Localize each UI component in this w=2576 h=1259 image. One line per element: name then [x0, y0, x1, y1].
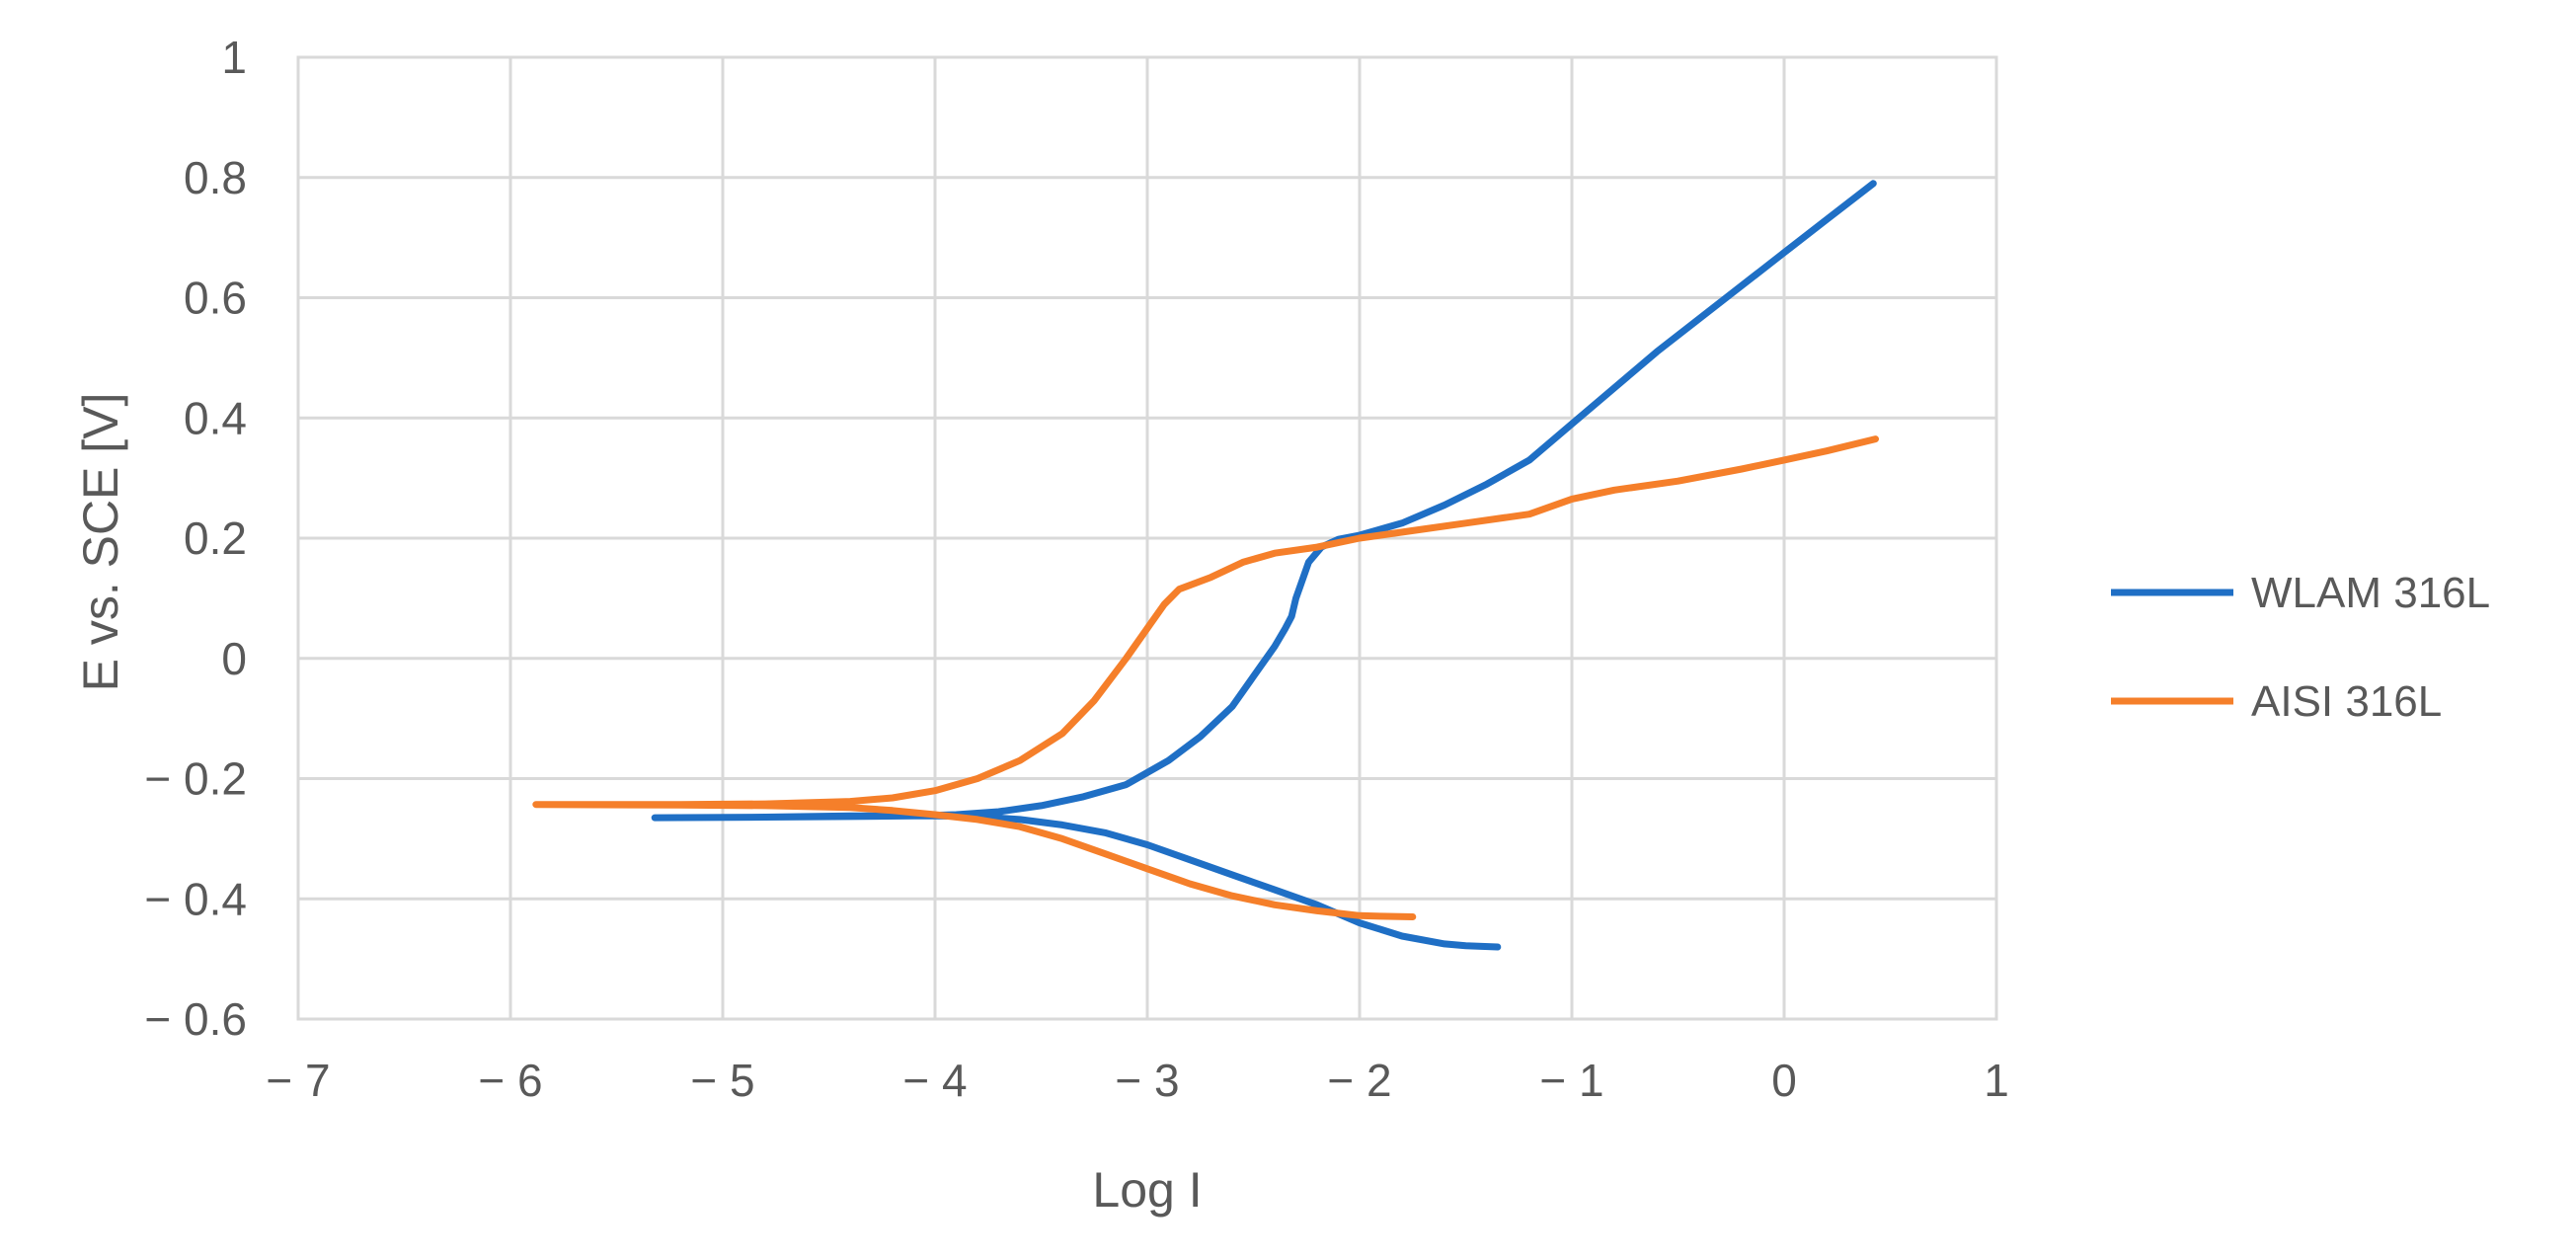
y-tick-label: 0.8: [184, 152, 247, 203]
x-tick-label: − 5: [690, 1055, 754, 1106]
y-axis-title: E vs. SCE [V]: [73, 393, 128, 692]
legend-label-0: WLAM 316L: [2251, 569, 2490, 617]
x-tick-label: − 2: [1327, 1055, 1391, 1106]
y-tick-label: 0.6: [184, 273, 247, 324]
y-tick-label: − 0.2: [144, 753, 247, 805]
x-tick-label: − 3: [1115, 1055, 1179, 1106]
x-axis-title: Log I: [1092, 1162, 1202, 1218]
y-tick-label: 1: [221, 32, 247, 83]
y-tick-label: 0: [221, 633, 247, 684]
x-tick-label: 0: [1771, 1055, 1797, 1106]
x-tick-label: − 1: [1539, 1055, 1603, 1106]
x-axis-ticks: − 7 − 6 − 5 − 4 − 3 − 2 − 1 0 1: [266, 1055, 2008, 1106]
legend: WLAM 316L AISI 316L: [2111, 569, 2490, 726]
y-tick-label: − 0.4: [144, 873, 247, 924]
series-line-1: [536, 439, 1876, 917]
y-tick-label: 0.4: [184, 392, 247, 443]
x-tick-label: − 4: [902, 1055, 967, 1106]
x-tick-label: 1: [1984, 1055, 2009, 1106]
grid: [298, 57, 1996, 1019]
x-tick-label: − 6: [478, 1055, 542, 1106]
y-tick-label: − 0.6: [144, 993, 247, 1045]
x-tick-label: − 7: [266, 1055, 330, 1106]
y-axis-ticks: − 0.6 − 0.4 − 0.2 0 0.2 0.4 0.6 0.8 1: [144, 32, 247, 1045]
legend-label-1: AISI 316L: [2251, 677, 2442, 726]
y-tick-label: 0.2: [184, 512, 247, 564]
